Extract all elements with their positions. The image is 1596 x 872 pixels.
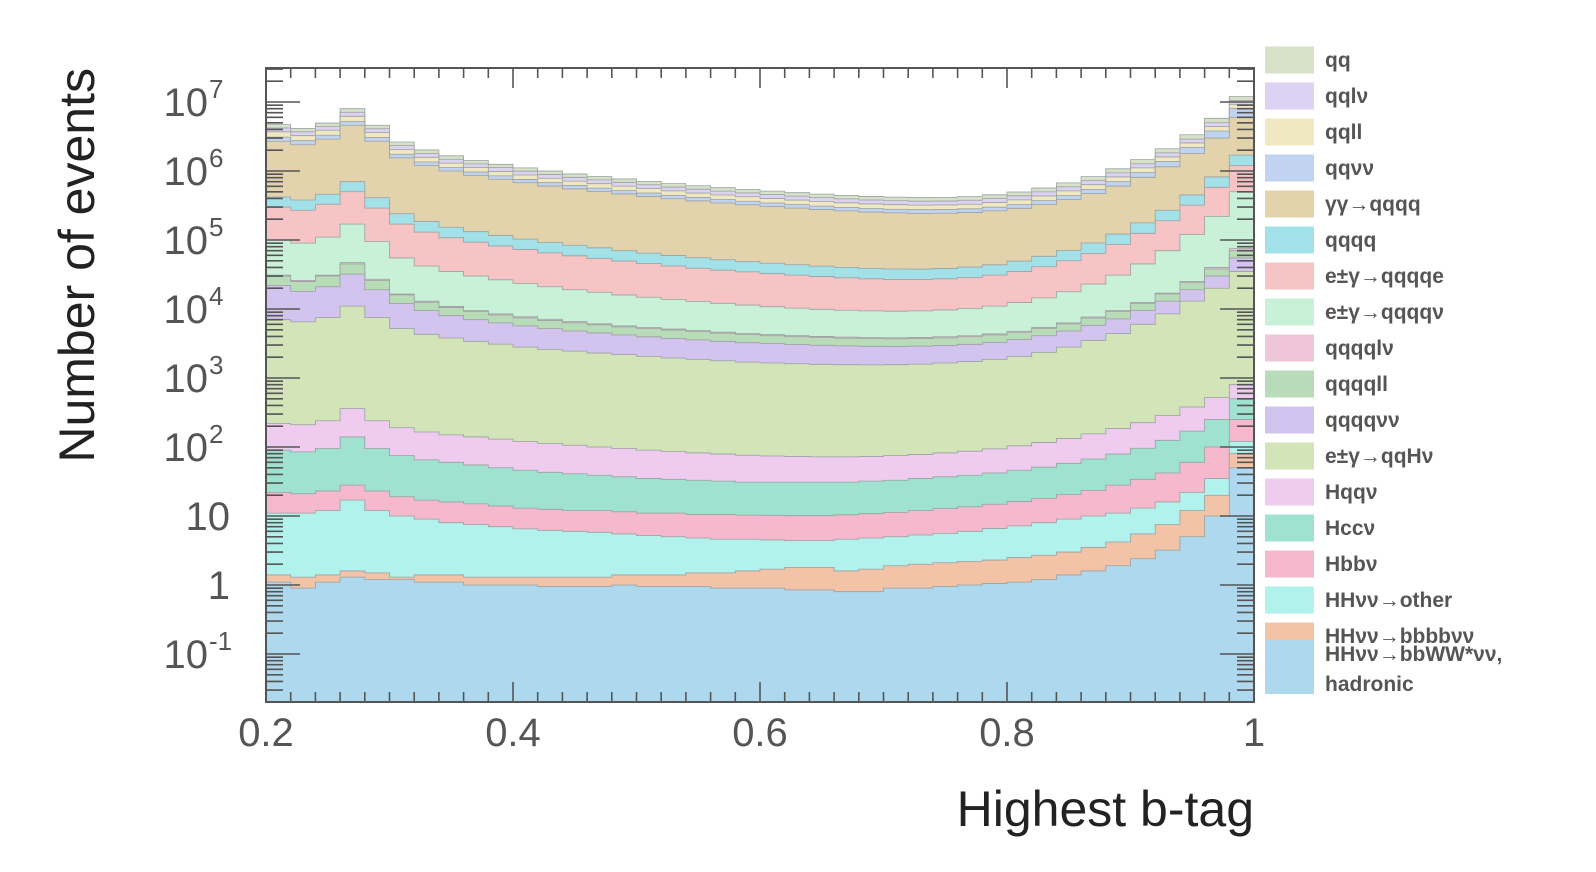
y-tick-label: 10 <box>164 357 209 401</box>
legend-label: qqlν <box>1325 85 1368 108</box>
legend-swatch <box>1265 478 1314 506</box>
y-tick-exponent: 3 <box>209 350 223 380</box>
y-tick-exponent: 7 <box>209 74 223 104</box>
legend-label: e±γ→qqHν <box>1325 445 1433 468</box>
legend-label-line2: hadronic <box>1325 673 1414 696</box>
y-tick-label: 10 <box>164 150 209 194</box>
y-tick-exponent: 4 <box>209 281 223 311</box>
legend-label: qqqq <box>1325 229 1376 252</box>
legend-label: e±γ→qqqqν <box>1325 301 1444 324</box>
legend-swatch <box>1265 226 1314 254</box>
legend-swatch <box>1265 370 1314 398</box>
x-tick-label: 0.2 <box>238 711 294 755</box>
y-tick-exponent: 6 <box>209 143 223 173</box>
legend-swatch <box>1265 514 1314 542</box>
stack-area-0 <box>265 467 1255 703</box>
y-tick-label: 10 <box>164 633 209 677</box>
legend-label: qqqqνν <box>1325 409 1400 432</box>
legend-label: qqqqll <box>1325 373 1388 396</box>
legend-swatch <box>1265 82 1314 110</box>
axes <box>265 67 1255 703</box>
legend-swatch <box>1265 406 1314 434</box>
legend-swatch <box>1265 442 1314 470</box>
legend-swatch <box>1265 586 1314 614</box>
x-tick-label: 0.8 <box>979 711 1035 755</box>
x-axis-label: Highest b-tag <box>957 781 1254 837</box>
legend-label: HHνν→bbbbνν <box>1325 625 1474 648</box>
legend-label: qq <box>1325 49 1351 72</box>
y-tick-label: 1 <box>208 564 230 608</box>
legend-swatch <box>1265 550 1314 578</box>
legend-label: e±γ→qqqqe <box>1325 265 1444 288</box>
legend-label: HHνν→bbWW*νν, <box>1325 643 1502 666</box>
x-tick-label: 0.6 <box>732 711 788 755</box>
legend-label: qqll <box>1325 121 1362 144</box>
legend-swatch <box>1265 154 1314 182</box>
y-tick-label: 10 <box>164 426 209 470</box>
legend-label: HHνν→other <box>1325 589 1452 612</box>
y-tick-label: 10 <box>164 219 209 263</box>
legend-label: qqνν <box>1325 157 1374 180</box>
legend-label: Hccν <box>1325 517 1375 540</box>
stack-areas <box>265 96 1255 703</box>
legend-swatch <box>1265 640 1314 694</box>
x-tick-label: 1 <box>1243 711 1265 755</box>
y-axis-label: Number of events <box>49 68 105 463</box>
legend-swatch <box>1265 334 1314 362</box>
y-tick-label: 10 <box>164 81 209 125</box>
y-tick-exponent: 5 <box>209 212 223 242</box>
y-tick-label: 10 <box>164 288 209 332</box>
legend: qqqqlνqqllqqννγγ→qqqqqqqqe±γ→qqqqee±γ→qq… <box>1265 46 1502 696</box>
legend-label: Hqqν <box>1325 481 1378 504</box>
y-tick-exponent: 2 <box>209 419 223 449</box>
legend-swatch <box>1265 262 1314 290</box>
legend-swatch <box>1265 298 1314 326</box>
x-tick-label: 0.4 <box>485 711 541 755</box>
legend-swatch <box>1265 190 1314 218</box>
y-tick-label: 10 <box>186 495 231 539</box>
legend-label: γγ→qqqq <box>1325 193 1421 216</box>
legend-label: qqqqlν <box>1325 337 1394 360</box>
legend-swatch <box>1265 46 1314 74</box>
y-tick-exponent: -1 <box>209 626 232 656</box>
legend-swatch <box>1265 118 1314 146</box>
legend-label: Hbbν <box>1325 553 1378 576</box>
